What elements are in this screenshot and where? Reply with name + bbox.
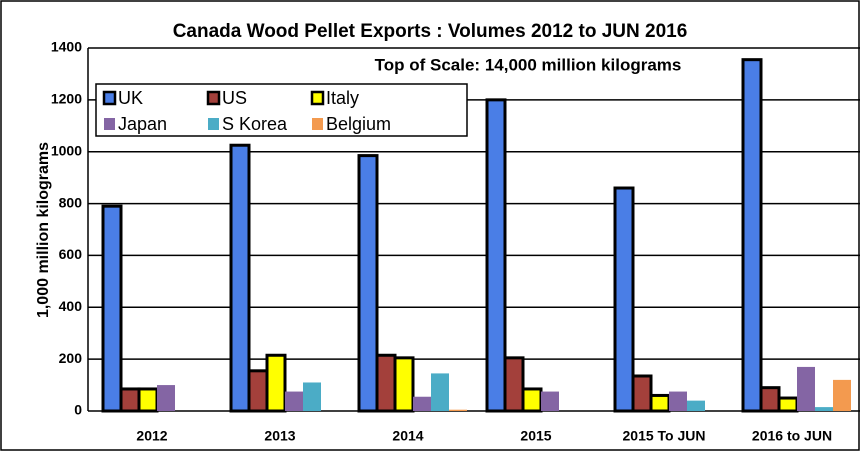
bar bbox=[265, 353, 287, 413]
x-tick-label: 2012 bbox=[136, 428, 167, 444]
y-axis-label: 1,000 million kilograms bbox=[35, 142, 52, 318]
bar bbox=[229, 143, 251, 413]
bar bbox=[157, 385, 175, 411]
bar bbox=[815, 407, 833, 411]
bar bbox=[687, 400, 705, 411]
bar bbox=[285, 391, 303, 411]
legend-label: S Korea bbox=[222, 114, 288, 134]
bar bbox=[631, 374, 653, 413]
x-tick-label: 2015 bbox=[520, 428, 551, 444]
legend-swatch bbox=[102, 90, 117, 106]
y-tick-label: 600 bbox=[59, 246, 83, 262]
bar bbox=[101, 204, 123, 413]
bar bbox=[375, 353, 397, 413]
bar bbox=[137, 387, 159, 413]
bar bbox=[541, 391, 559, 411]
bar bbox=[833, 379, 851, 411]
legend-label: US bbox=[222, 88, 247, 108]
bar bbox=[119, 387, 141, 413]
bar bbox=[521, 387, 543, 413]
bar bbox=[357, 154, 379, 413]
legend-swatch bbox=[206, 90, 221, 106]
bar bbox=[669, 391, 687, 411]
bar bbox=[449, 409, 467, 411]
x-tick-label: 2015 To JUN bbox=[623, 428, 706, 444]
legend-swatch bbox=[104, 118, 115, 130]
legend-label: Italy bbox=[326, 88, 359, 108]
legend-swatch bbox=[208, 118, 219, 130]
legend-label: Belgium bbox=[326, 114, 391, 134]
bar bbox=[649, 393, 671, 413]
bar bbox=[247, 369, 269, 413]
bar bbox=[431, 373, 449, 411]
bar bbox=[503, 356, 525, 413]
x-tick-label: 2013 bbox=[264, 428, 295, 444]
bar bbox=[777, 396, 799, 413]
bar bbox=[759, 386, 781, 413]
bar bbox=[413, 396, 431, 411]
legend-swatch bbox=[310, 90, 325, 106]
y-tick-label: 1400 bbox=[51, 39, 82, 55]
chart-title: Canada Wood Pellet Exports : Volumes 201… bbox=[173, 21, 688, 42]
y-tick-label: 1200 bbox=[51, 91, 82, 107]
x-tick-label: 2014 bbox=[392, 428, 423, 444]
chart-subtitle: Top of Scale: 14,000 million kilograms bbox=[375, 55, 682, 74]
y-tick-label: 200 bbox=[59, 350, 83, 366]
legend-label: Japan bbox=[118, 114, 167, 134]
legend-swatch bbox=[312, 118, 323, 130]
bar bbox=[393, 356, 415, 413]
legend-label: UK bbox=[118, 88, 143, 108]
bar bbox=[485, 98, 507, 413]
legend-box bbox=[95, 83, 468, 137]
bar bbox=[303, 382, 321, 411]
x-tick-label: 2016 to JUN bbox=[752, 428, 832, 444]
bar bbox=[613, 186, 635, 413]
y-tick-label: 800 bbox=[59, 194, 83, 210]
bar bbox=[797, 366, 815, 411]
bar bbox=[741, 58, 763, 413]
y-tick-label: 400 bbox=[59, 298, 83, 314]
y-tick-label: 1000 bbox=[51, 142, 82, 158]
y-tick-label: 0 bbox=[74, 402, 82, 418]
